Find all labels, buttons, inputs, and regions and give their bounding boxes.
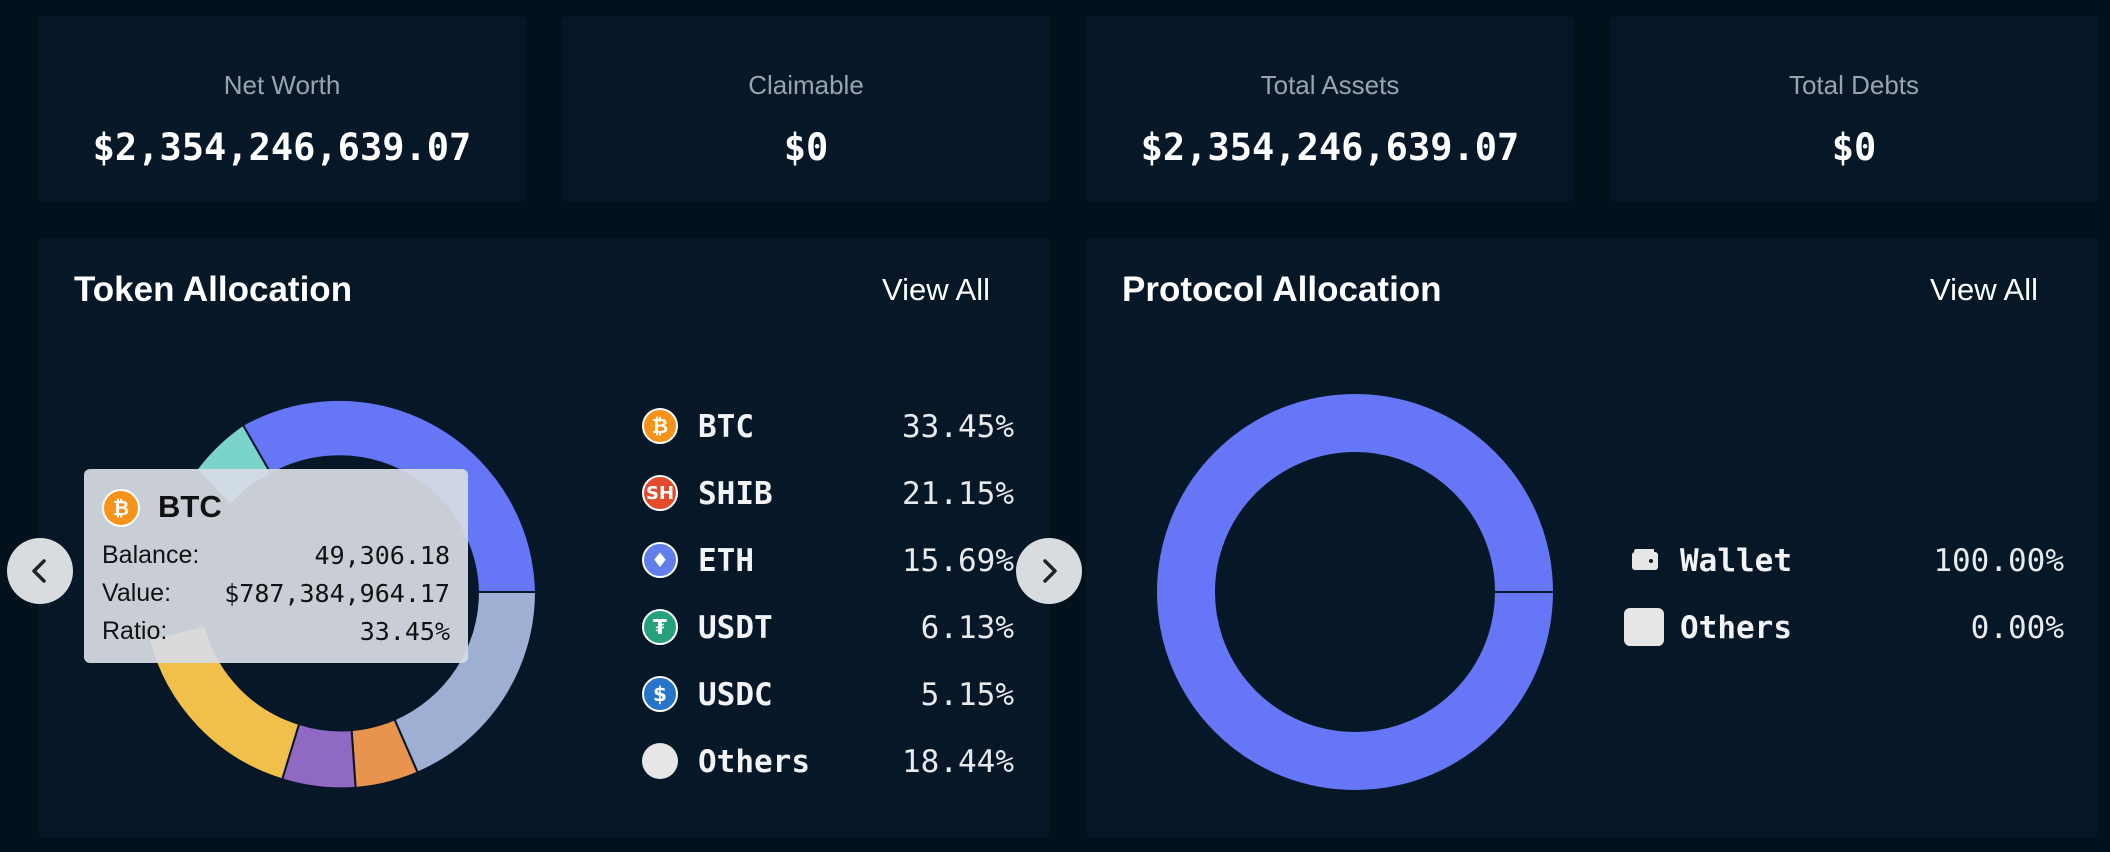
legend-token-percent: 18.44%: [902, 744, 1014, 780]
tooltip-value-value: $787,384,964.17: [224, 579, 450, 608]
net-worth-card: Net Worth $2,354,246,639.07: [38, 16, 526, 202]
total-assets-value: $2,354,246,639.07: [1140, 126, 1520, 169]
tooltip-balance-value: 49,306.18: [314, 541, 450, 570]
legend-token-name: USDT: [698, 610, 773, 646]
legend-token-percent: 33.45%: [902, 409, 1014, 445]
tooltip-token-name: BTC: [158, 489, 222, 524]
claimable-value: $0: [783, 126, 829, 169]
protocol-allocation-title: Protocol Allocation: [1122, 270, 1442, 309]
total-assets-label: Total Assets: [1260, 70, 1400, 100]
net-worth-label: Net Worth: [223, 70, 341, 100]
wallet-icon: [1630, 546, 1660, 572]
token-allocation-title: Token Allocation: [74, 270, 353, 309]
shiba-inu-icon: SH: [642, 475, 678, 511]
legend-token-name: BTC: [698, 409, 754, 445]
carousel-prev-button[interactable]: [7, 538, 73, 604]
legend-token-percent: 21.15%: [902, 476, 1014, 512]
legend-token-percent: 15.69%: [902, 543, 1014, 579]
usd-coin-icon: $: [642, 676, 678, 712]
token-legend-item-eth[interactable]: ♦ ETH 15.69%: [642, 540, 1014, 580]
total-debts-label: Total Debts: [1788, 70, 1920, 100]
tooltip-ratio-value: 33.45%: [359, 617, 450, 646]
token-legend-item-shib[interactable]: SH SHIB 21.15%: [642, 473, 1014, 513]
carousel-next-button[interactable]: [1016, 538, 1082, 604]
token-legend-item-usdt[interactable]: ₮ USDT 6.13%: [642, 607, 1014, 647]
protocol-allocation-panel: [1086, 238, 2098, 838]
tooltip-balance-label: Balance:: [102, 541, 200, 569]
legend-protocol-name: Others: [1680, 610, 1792, 646]
total-debts-card: Total Debts $0: [1610, 16, 2098, 202]
net-worth-value: $2,354,246,639.07: [92, 126, 472, 169]
legend-token-name: ETH: [698, 543, 754, 579]
token-view-all-link[interactable]: View All: [882, 272, 990, 307]
legend-token-name: USDC: [698, 677, 773, 713]
tether-icon: ₮: [642, 609, 678, 645]
legend-token-name: SHIB: [698, 476, 773, 512]
others-square-icon: [1624, 608, 1664, 646]
legend-token-percent: 5.15%: [920, 677, 1014, 713]
others-icon: [642, 743, 678, 779]
chevron-left-icon: [32, 559, 46, 583]
bitcoin-icon: ₿: [642, 408, 678, 444]
ethereum-icon: ♦: [642, 542, 678, 578]
claimable-card: Claimable $0: [562, 16, 1050, 202]
protocol-legend-item-wallet[interactable]: Wallet 100.00%: [1624, 540, 2064, 580]
legend-protocol-name: Wallet: [1680, 543, 1792, 579]
total-assets-card: Total Assets $2,354,246,639.07: [1086, 16, 1574, 202]
legend-token-percent: 6.13%: [920, 610, 1014, 646]
tooltip-ratio-label: Ratio:: [102, 617, 168, 645]
protocol-view-all-link[interactable]: View All: [1930, 272, 2038, 307]
protocol-legend-item-others[interactable]: Others 0.00%: [1624, 607, 2064, 647]
claimable-label: Claimable: [748, 70, 864, 100]
legend-protocol-percent: 0.00%: [1970, 610, 2064, 646]
token-legend-item-btc[interactable]: ₿ BTC 33.45%: [642, 406, 1014, 446]
bitcoin-icon: ₿: [102, 489, 140, 527]
total-debts-value: $0: [1831, 126, 1877, 169]
token-legend-item-usdc[interactable]: $ USDC 5.15%: [642, 674, 1014, 714]
tooltip-value-label: Value:: [102, 579, 172, 607]
token-legend-item-others[interactable]: Others 18.44%: [642, 741, 1014, 781]
chevron-right-icon: [1043, 559, 1057, 583]
btc-tooltip: ₿ BTC Balance: 49,306.18 Value: $787,384…: [84, 469, 468, 663]
legend-protocol-percent: 100.00%: [1933, 543, 2064, 579]
legend-token-name: Others: [698, 744, 810, 780]
